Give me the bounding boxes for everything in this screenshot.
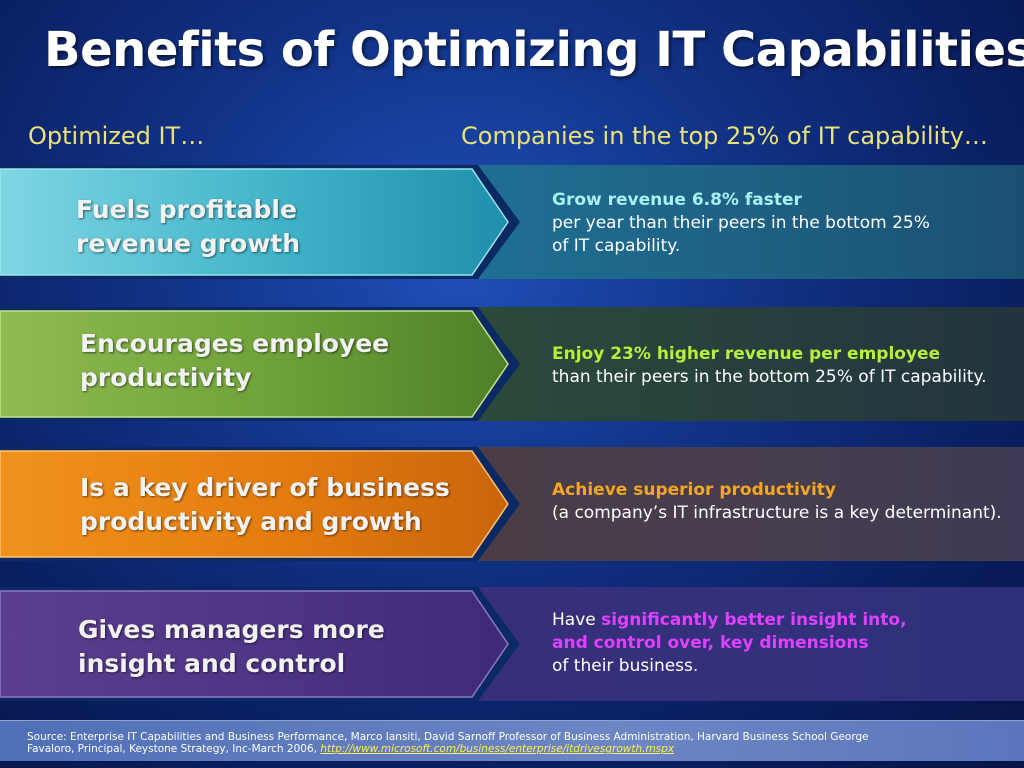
chevron-arrow-green [0, 307, 520, 421]
benefit-detail-line1: (a company’s IT infrastructure is a key … [552, 503, 1002, 523]
benefit-highlight: significantly better insight into, [601, 610, 907, 630]
source-link[interactable]: http://www.microsoft.com/business/enterp… [320, 743, 675, 755]
benefit-row-employee-productivity: Encourages employee productivity Enjoy 2… [0, 305, 1024, 423]
source-citation: Source: Enterprise IT Capabilities and B… [27, 731, 869, 755]
benefit-detail-line1: of their business. [552, 656, 699, 676]
slide-title: Benefits of Optimizing IT Capabilities [44, 22, 1024, 78]
chevron-arrow-purple [0, 587, 520, 701]
row-background [478, 165, 1024, 279]
benefit-highlight: Grow revenue 6.8% faster [552, 190, 802, 210]
benefit-row-insight-control: Gives managers more insight and control … [0, 585, 1024, 703]
benefit-detail-line1: per year than their peers in the bottom … [552, 213, 930, 233]
source-footer: Source: Enterprise IT Capabilities and B… [0, 720, 1024, 761]
chevron-arrow-cyan [0, 165, 520, 279]
benefit-title-line2: productivity and growth [80, 507, 422, 536]
row-background [478, 307, 1024, 421]
benefit-title-line1: Encourages employee [80, 329, 390, 358]
benefit-prefix: Have [552, 610, 602, 630]
column-heading-top-companies: Companies in the top 25% of IT capabilit… [461, 122, 988, 150]
column-heading-optimized-it: Optimized IT… [28, 122, 205, 150]
benefit-title-line2: revenue growth [76, 229, 301, 258]
chevron-arrow-orange [0, 447, 520, 561]
benefit-highlight: Enjoy 23% higher revenue per employee [552, 344, 941, 364]
benefit-title-line2: productivity [80, 363, 252, 392]
benefit-detail-line2: of IT capability. [552, 236, 681, 256]
benefit-detail-line1: than their peers in the bottom 25% of IT… [552, 367, 987, 387]
benefit-title-line1: Fuels profitable [76, 195, 297, 224]
benefit-highlight-line2: and control over, key dimensions [552, 633, 869, 653]
benefit-highlight: Achieve superior productivity [552, 480, 836, 500]
benefit-title-line2: insight and control [78, 649, 346, 678]
row-background [478, 447, 1024, 561]
benefit-title-line1: Gives managers more [78, 615, 385, 644]
benefit-row-revenue-growth: Fuels profitable revenue growth Grow rev… [0, 163, 1024, 281]
benefit-title-line1: Is a key driver of business [80, 473, 450, 502]
benefit-row-business-productivity: Is a key driver of business productivity… [0, 445, 1024, 563]
row-background [478, 587, 1024, 701]
